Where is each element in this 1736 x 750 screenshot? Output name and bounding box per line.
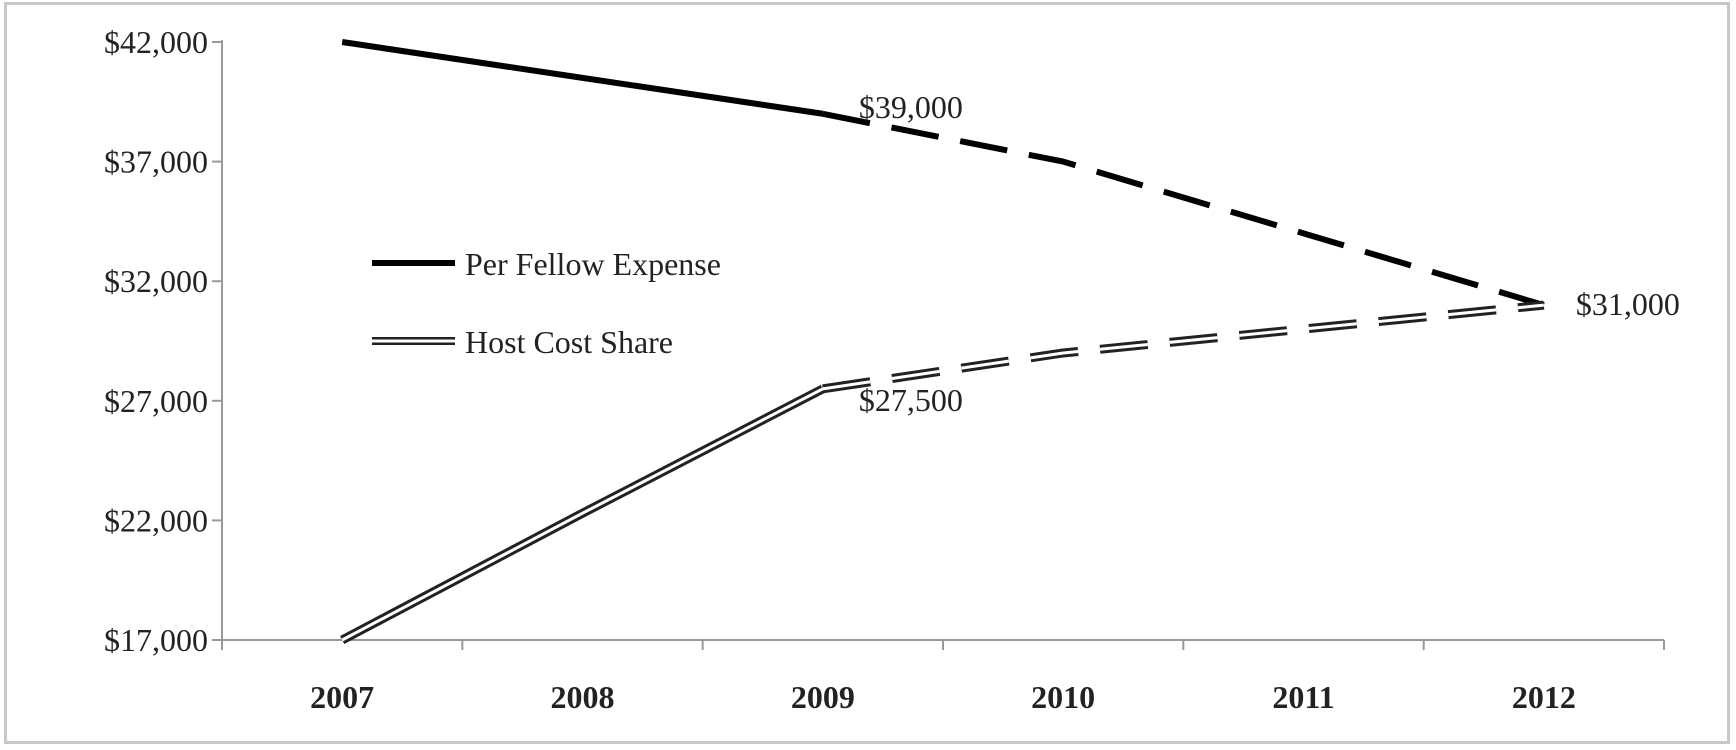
annotations: $39,000 $27,500 $31,000	[859, 89, 1680, 418]
x-tick-label: 2007	[310, 679, 374, 715]
data-label: $31,000	[1576, 286, 1680, 322]
series-host-cost-share-actual-inner	[341, 387, 824, 642]
data-label: $27,500	[859, 382, 963, 418]
series-per-fellow-expense-actual	[341, 39, 824, 117]
y-tick-label: $37,000	[104, 144, 208, 180]
y-tick-label: $27,000	[104, 383, 208, 419]
series-host-cost-share-projected-inner	[822, 303, 1544, 391]
y-tick-label: $17,000	[104, 622, 208, 658]
data-label: $39,000	[859, 89, 963, 125]
y-tick-label: $22,000	[104, 502, 208, 538]
x-tick-label: 2009	[791, 679, 855, 715]
x-axis-ticks: 2007 2008 2009 2010 2011 2012	[221, 640, 1665, 715]
x-tick-label: 2010	[1031, 679, 1095, 715]
x-tick-label: 2012	[1512, 679, 1576, 715]
legend-label-host-cost-share: Host Cost Share	[465, 324, 673, 360]
chart-frame	[4, 2, 1730, 744]
series-per-fellow-expense-projected	[822, 110, 1545, 308]
x-tick-label: 2008	[551, 679, 615, 715]
y-axis-ticks: $42,000 $37,000 $32,000 $27,000 $22,000 $17,0…	[104, 24, 222, 658]
legend: Per Fellow Expense Host Cost Share	[372, 246, 721, 360]
series-layer	[340, 39, 1545, 644]
x-tick-label: 2011	[1272, 679, 1334, 715]
series-host-cost-share-projected-outer	[822, 300, 1545, 394]
y-tick-label: $32,000	[104, 263, 208, 299]
legend-label-per-fellow-expense: Per Fellow Expense	[465, 246, 721, 282]
y-tick-label: $42,000	[104, 24, 208, 60]
